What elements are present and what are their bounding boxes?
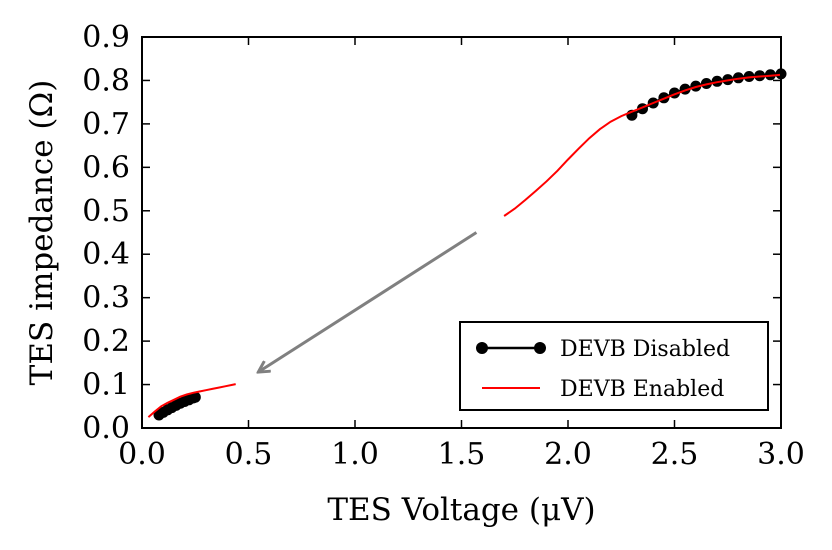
annotation-arrow	[259, 231, 478, 372]
y-tick-label: 0.2	[82, 324, 130, 359]
x-tick-label: 2.5	[651, 437, 699, 472]
plot-area	[147, 68, 787, 421]
legend-marker	[476, 342, 488, 354]
series-line-1-segment-0	[147, 383, 236, 418]
legend-box	[459, 321, 769, 411]
x-tick-label: 0.5	[225, 437, 273, 472]
legend: DEVB Disabled DEVB Enabled	[459, 321, 769, 411]
x-tick-label: 1.0	[331, 437, 379, 472]
x-axis-title: TES Voltage (μV)	[327, 492, 595, 528]
y-tick-label: 0.9	[82, 20, 130, 55]
legend-label-1: DEVB Enabled	[560, 377, 724, 402]
x-tick-label: 1.5	[438, 437, 486, 472]
legend-marker	[534, 342, 546, 354]
series-line-1-segment-1	[503, 73, 782, 217]
legend-label-0: DEVB Disabled	[560, 337, 730, 362]
y-tick-label: 0.1	[82, 368, 130, 403]
y-tick-label: 0.3	[82, 281, 130, 316]
y-tick-label: 0.4	[82, 237, 130, 272]
y-tick-label: 0.7	[82, 107, 130, 142]
y-tick-label: 0.5	[82, 194, 130, 229]
y-tick-label: 0.0	[82, 411, 130, 446]
data-point	[189, 391, 201, 403]
y-tick-label: 0.6	[82, 150, 130, 185]
y-tick-label: 0.8	[82, 63, 130, 98]
x-tick-label: 3.0	[757, 437, 805, 472]
x-tick-label: 0.0	[118, 437, 166, 472]
axes: 0.0 0.5 1.0 1.5 2.0 2.5 3.0 0.0 0.1 0.2 0.3 0.4 0.5 0…	[24, 20, 805, 528]
y-axis-title: TES impedance (Ω)	[24, 80, 60, 386]
x-tick-label: 2.0	[544, 437, 592, 472]
